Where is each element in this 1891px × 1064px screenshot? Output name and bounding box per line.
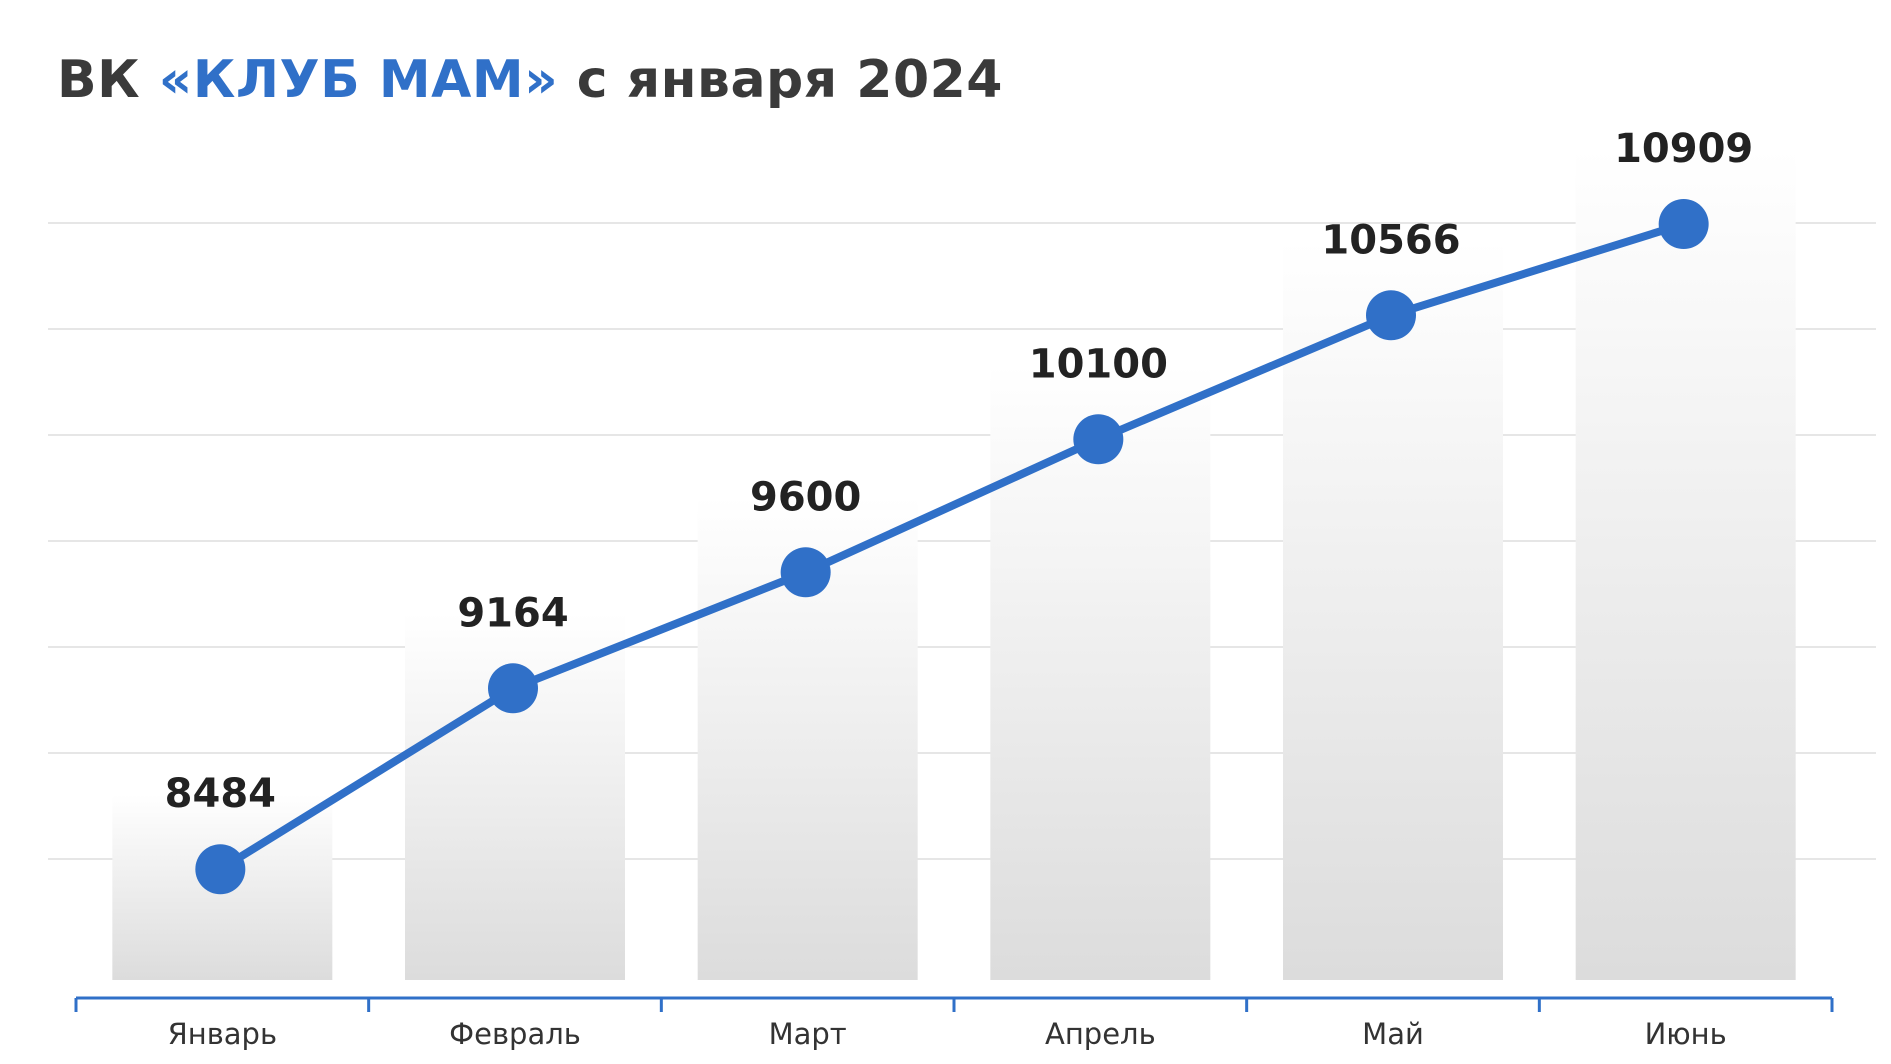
background-bars	[112, 149, 1796, 981]
data-point	[1073, 414, 1124, 465]
data-label: 9164	[457, 590, 568, 636]
title-suffix: с января 2024	[558, 50, 1003, 110]
x-axis: Январь Февраль Март Апрель Май Июнь	[74, 996, 1834, 1051]
x-tick-label: Июнь	[1645, 1017, 1727, 1051]
x-tick-label: Февраль	[449, 1017, 581, 1051]
chart-title: ВК «КЛУБ МАМ» с января 2024	[57, 50, 1003, 110]
x-tick-label: Май	[1362, 1017, 1424, 1051]
data-labels: 8484 9164 9600 10100 10566 10909	[165, 126, 1754, 817]
title-prefix: ВК	[57, 50, 159, 110]
x-tick-label: Январь	[168, 1017, 277, 1051]
data-label: 9600	[750, 474, 861, 520]
data-label: 8484	[165, 771, 276, 817]
background-bar	[990, 364, 1211, 981]
data-point	[195, 844, 246, 895]
x-tick-label: Апрель	[1045, 1017, 1156, 1051]
background-bar	[1283, 240, 1503, 981]
data-point	[1366, 290, 1416, 341]
data-label: 10909	[1614, 126, 1753, 172]
data-point	[780, 547, 831, 598]
data-label: 10100	[1029, 341, 1168, 387]
background-bar	[1575, 149, 1796, 981]
data-point	[488, 663, 538, 714]
gridlines	[48, 222, 1876, 860]
data-label: 10566	[1321, 217, 1460, 263]
x-tick-label: Март	[769, 1017, 847, 1051]
series-line	[216, 220, 1688, 874]
data-point	[1658, 199, 1709, 250]
title-highlight: «КЛУБ МАМ»	[158, 50, 559, 110]
series-line-group	[195, 199, 1709, 895]
